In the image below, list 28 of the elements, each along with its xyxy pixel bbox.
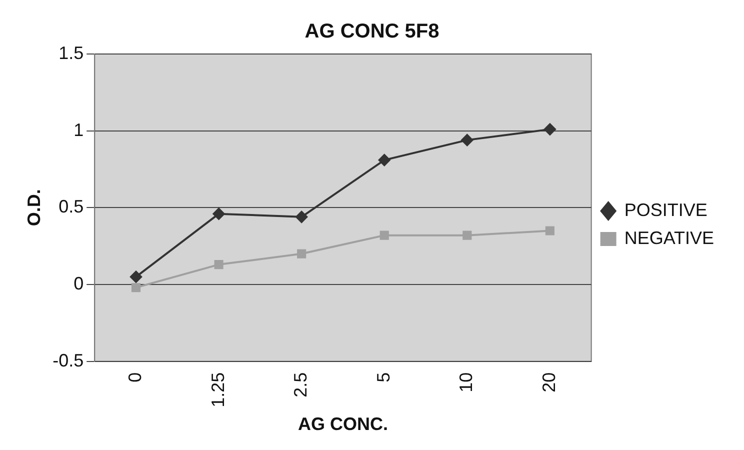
point [378,154,390,166]
point [461,134,474,146]
x-axis-title: AG CONC. [298,414,388,434]
x-tick-label: 0 [124,372,145,382]
y-tick-label: 1 [74,120,84,140]
x-tick-label: 5 [373,372,394,382]
x-tick-label: 1.25 [208,372,228,408]
point [212,208,225,220]
point [296,210,308,223]
point [544,123,556,136]
y-tick-label: 1.5 [58,42,84,63]
legend-label: POSITIVE [624,200,708,220]
y-axis-title: O.D. [24,189,44,226]
point [380,230,389,240]
y-tick-label: 0 [74,273,84,294]
y-tick-label: -0.5 [52,350,84,370]
x-tick-label: 10 [456,372,476,392]
legend-label: NEGATIVE [624,228,714,248]
y-tick-label: 0.5 [58,196,84,217]
x-tick-label: 20 [538,372,559,392]
point [130,270,142,283]
x-tick-label: 2.5 [290,372,311,398]
point [545,226,554,236]
point [214,260,224,270]
chart-title: AG CONC 5F8 [304,20,440,43]
point [131,283,141,292]
point [462,230,472,240]
point [297,249,306,258]
